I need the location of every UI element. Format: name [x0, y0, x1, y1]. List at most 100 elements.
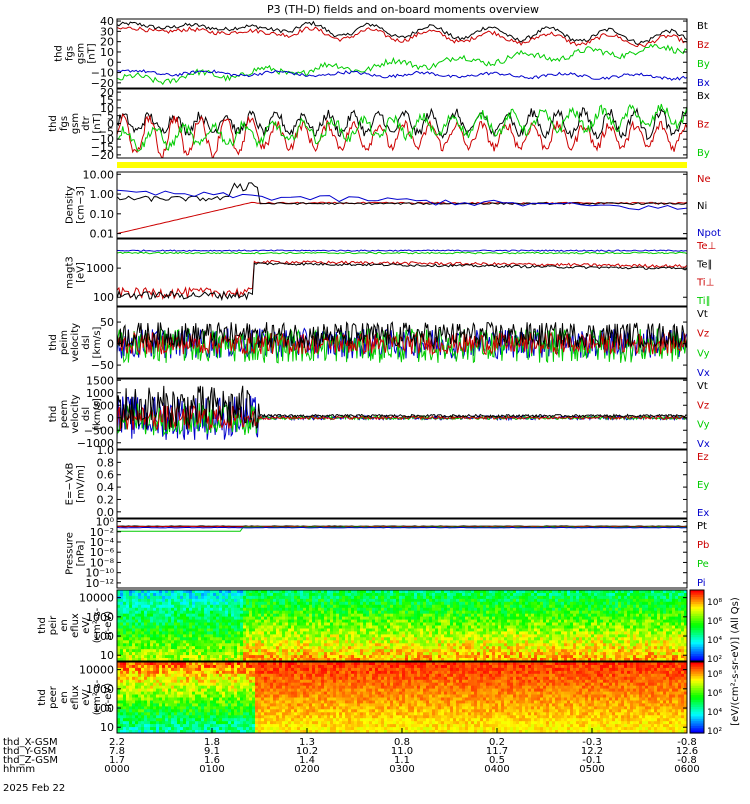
heatmap-cell: [429, 623, 433, 627]
heatmap-cell: [300, 640, 304, 644]
heatmap-cell: [429, 631, 433, 635]
heatmap-cell: [570, 596, 574, 600]
panel-data: [117, 183, 687, 234]
heatmap-cell: [438, 596, 442, 600]
heatmap-cell: [159, 626, 163, 630]
heatmap-cell: [396, 652, 400, 656]
heatmap-cell: [216, 596, 220, 600]
heatmap-cell: [675, 611, 679, 615]
heatmap-cell: [426, 646, 430, 650]
heatmap-cell: [162, 637, 166, 641]
heatmap-cell: [219, 602, 223, 606]
heatmap-cell: [225, 626, 229, 630]
heatmap-cell: [222, 640, 226, 644]
heatmap-cell: [366, 611, 370, 615]
heatmap-cell: [300, 602, 304, 606]
heatmap-cell: [600, 631, 604, 635]
heatmap-cell: [210, 605, 214, 609]
heatmap-cell: [282, 626, 286, 630]
heatmap-cell: [171, 640, 175, 644]
legend-Npot: Npot: [697, 228, 721, 239]
heatmap-cell: [660, 617, 664, 621]
heatmap-cell: [444, 626, 448, 630]
heatmap-cell: [525, 617, 529, 621]
heatmap-cell: [345, 611, 349, 615]
heatmap-cell: [606, 640, 610, 644]
heatmap-cell: [291, 590, 295, 594]
heatmap-cell: [522, 637, 526, 641]
heatmap-cell: [147, 623, 151, 627]
heatmap-cell: [135, 637, 139, 641]
heatmap-cell: [441, 626, 445, 630]
heatmap-cell: [273, 631, 277, 635]
heatmap-cell: [669, 646, 673, 650]
heatmap-cell: [405, 631, 409, 635]
heatmap-cell: [528, 617, 532, 621]
heatmap-cell: [231, 640, 235, 644]
heatmap-cell: [429, 646, 433, 650]
heatmap-cell: [372, 623, 376, 627]
heatmap-cell: [342, 637, 346, 641]
heatmap-cell: [165, 646, 169, 650]
heatmap-cell: [447, 637, 451, 641]
heatmap-cell: [597, 602, 601, 606]
heatmap-cell: [435, 662, 439, 666]
legend-By: By: [697, 59, 710, 70]
heatmap-cell: [171, 605, 175, 609]
heatmap-cell: [618, 640, 622, 644]
heatmap-cell: [504, 617, 508, 621]
heatmap-cell: [591, 611, 595, 615]
heatmap-cell: [303, 605, 307, 609]
legend-Te⊥: Te⊥: [696, 241, 716, 252]
heatmap-cell: [309, 640, 313, 644]
heatmap-cell: [561, 640, 565, 644]
heatmap-cell: [186, 637, 190, 641]
heatmap-cell: [435, 605, 439, 609]
y-tick-label: 100: [93, 291, 114, 304]
heatmap-cell: [204, 631, 208, 635]
heatmap-cell: [417, 646, 421, 650]
heatmap-cell: [489, 617, 493, 621]
heatmap-cell: [429, 626, 433, 630]
heatmap-cell: [225, 590, 229, 594]
heatmap-cell: [261, 602, 265, 606]
heatmap-cell: [381, 637, 385, 641]
heatmap-cell: [291, 596, 295, 600]
heatmap-cell: [588, 602, 592, 606]
heatmap-cell: [177, 611, 181, 615]
heatmap-cell: [246, 652, 250, 656]
heatmap-cell: [291, 617, 295, 621]
heatmap-cell: [405, 611, 409, 615]
heatmap-cell: [189, 602, 193, 606]
heatmap-cell: [573, 652, 577, 656]
heatmap-cell: [606, 623, 610, 627]
heatmap-cell: [459, 590, 463, 594]
heatmap-cell: [603, 602, 607, 606]
heatmap-cell: [570, 623, 574, 627]
heatmap-cell: [237, 605, 241, 609]
heatmap-cell: [534, 605, 538, 609]
heatmap-cell: [285, 631, 289, 635]
heatmap-cell: [483, 646, 487, 650]
heatmap-cell: [237, 640, 241, 644]
heatmap-cell: [369, 652, 373, 656]
heatmap-cell: [357, 590, 361, 594]
heatmap-cell: [342, 602, 346, 606]
heatmap-cell: [411, 652, 415, 656]
heatmap-cell: [258, 646, 262, 650]
heatmap-cell: [246, 640, 250, 644]
heatmap-cell: [534, 640, 538, 644]
heatmap-cell: [633, 590, 637, 594]
heatmap-cell: [456, 662, 460, 666]
heatmap-cell: [561, 637, 565, 641]
heatmap-cell: [477, 646, 481, 650]
heatmap-cell: [357, 652, 361, 656]
heatmap-cell: [660, 596, 664, 600]
legend-Ne: Ne: [697, 174, 711, 185]
heatmap-cell: [147, 626, 151, 630]
heatmap-cell: [354, 605, 358, 609]
heatmap-cell: [543, 602, 547, 606]
heatmap-cell: [501, 605, 505, 609]
legend: Te⊥Te∥Ti⊥Ti∥: [696, 241, 716, 307]
heatmap-cell: [318, 611, 322, 615]
